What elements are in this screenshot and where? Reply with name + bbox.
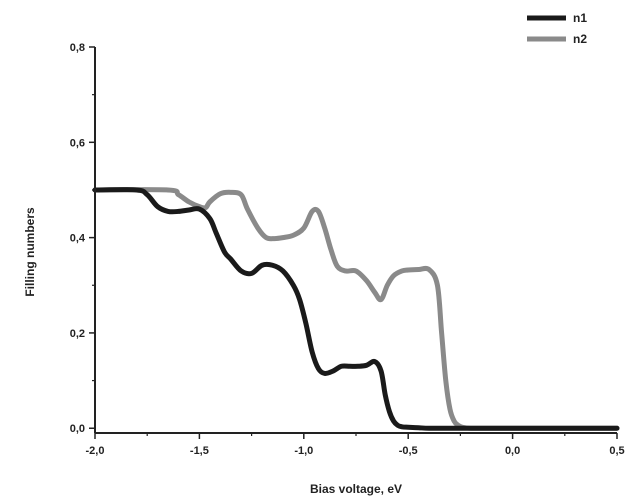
series-line-n2 (92, 187, 620, 431)
x-tick-label: -0,5 (399, 445, 418, 457)
series-line-n1 (92, 187, 620, 431)
legend-label-n2: n2 (573, 32, 587, 46)
y-tick-label: 0,6 (70, 137, 85, 149)
x-tick-label: 0,0 (505, 445, 520, 457)
y-tick-label: 0,0 (70, 423, 85, 435)
x-tick-label: -2,0 (86, 445, 105, 457)
y-tick-label: 0,8 (70, 42, 85, 54)
axes: -2,0 -1,5 -1,0 -0,5 0,0 0,5 0,0 0,2 0,4 0,6 0,8 (70, 42, 625, 457)
x-axis-title: Bias voltage, eV (310, 482, 402, 496)
y-tick-label: 0,2 (70, 328, 85, 340)
y-axis-title: Filling numbers (23, 207, 37, 297)
legend: n1 n2 (527, 11, 587, 46)
legend-label-n1: n1 (573, 11, 587, 25)
x-tick-label: -1,5 (190, 445, 209, 457)
plot-lines (92, 187, 620, 431)
y-tick-label: 0,4 (70, 233, 86, 245)
x-tick-label: -1,0 (294, 445, 313, 457)
x-tick-label: 0,5 (609, 445, 624, 457)
